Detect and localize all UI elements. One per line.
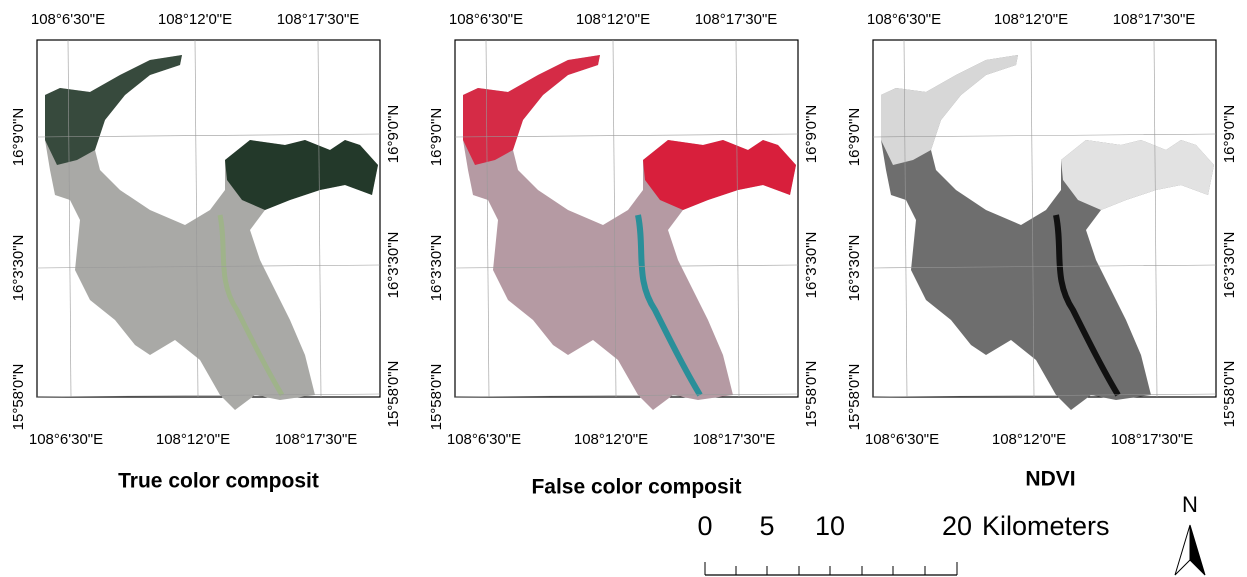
longitude-label: 108°17'30"E	[1111, 431, 1194, 448]
vegetation	[45, 55, 182, 165]
panel-title: True color composit	[118, 470, 319, 493]
latitude-label: 15°58'0"N	[1221, 361, 1238, 428]
latitude-label: 15°58'0"N	[803, 361, 820, 428]
scale-label: 0	[697, 511, 712, 541]
map-image	[36, 39, 381, 410]
longitude-label: 108°12'0"E	[576, 11, 650, 28]
latitude-label: 16°3'30"N	[385, 232, 402, 299]
latitude-label: 16°3'30"N	[10, 235, 27, 302]
river	[217, 214, 285, 397]
graticule	[872, 264, 1217, 269]
latitude-label: 15°58'0"N	[385, 361, 402, 428]
latitude-label: 16°9'0"N	[846, 108, 863, 166]
longitude-label: 108°12'0"E	[574, 431, 648, 448]
longitude-label: 108°12'0"E	[156, 431, 230, 448]
graticule	[454, 393, 799, 398]
longitude-label: 108°6'30"E	[867, 11, 941, 28]
scale-label: 5	[759, 511, 774, 541]
graticule	[194, 39, 199, 398]
panel-title: False color composit	[531, 476, 741, 499]
longitude-label: 108°17'30"E	[275, 431, 358, 448]
graticule	[454, 133, 799, 138]
graticule	[1030, 39, 1035, 398]
latitude-label: 16°3'30"N	[803, 232, 820, 299]
latitude-label: 16°9'0"N	[803, 105, 820, 163]
latitude-label: 15°58'0"N	[428, 364, 445, 431]
latitude-label: 16°9'0"N	[1221, 105, 1238, 163]
longitude-label: 108°12'0"E	[994, 11, 1068, 28]
graticule	[612, 39, 617, 398]
longitude-label: 108°12'0"E	[158, 11, 232, 28]
latitude-label: 16°3'30"N	[428, 235, 445, 302]
longitude-label: 108°6'30"E	[449, 11, 523, 28]
graticule	[454, 264, 799, 269]
scale-unit: Kilometers	[982, 511, 1110, 541]
scale-label: 20	[942, 511, 972, 541]
scale-bar: 0 5 10 20 Kilometers	[697, 511, 1110, 576]
graticule	[485, 39, 490, 398]
longitude-label: 108°17'30"E	[277, 11, 360, 28]
graticule	[872, 133, 1217, 138]
graticule	[36, 264, 381, 269]
map-panel: 108°6'30"E 108°12'0"E 108°17'30"E 108°6'30"…	[428, 11, 820, 499]
map-image	[872, 39, 1217, 410]
longitude-label: 108°17'30"E	[1113, 11, 1196, 28]
longitude-label: 108°6'30"E	[29, 431, 103, 448]
latitude-label: 16°3'30"N	[1221, 232, 1238, 299]
longitude-label: 108°6'30"E	[31, 11, 105, 28]
latitude-label: 16°9'0"N	[385, 105, 402, 163]
latitude-label: 15°58'0"N	[846, 364, 863, 431]
graticule	[317, 39, 322, 398]
longitude-label: 108°6'30"E	[865, 431, 939, 448]
graticule	[67, 39, 72, 398]
latitude-label: 16°3'30"N	[846, 235, 863, 302]
map-panel: 108°6'30"E 108°12'0"E 108°17'30"E 108°6'30"…	[846, 11, 1238, 491]
graticule	[36, 393, 381, 398]
vegetation	[463, 55, 600, 165]
graticule	[735, 39, 740, 398]
graticule	[1153, 39, 1158, 398]
latitude-label: 16°9'0"N	[10, 108, 27, 166]
latitude-label: 16°9'0"N	[428, 108, 445, 166]
longitude-label: 108°17'30"E	[693, 431, 776, 448]
longitude-label: 108°17'30"E	[695, 11, 778, 28]
longitude-label: 108°12'0"E	[992, 431, 1066, 448]
graticule	[36, 133, 381, 138]
longitude-label: 108°6'30"E	[447, 431, 521, 448]
vegetation	[1061, 140, 1214, 210]
vegetation	[225, 140, 378, 210]
panel-title: NDVI	[1025, 468, 1075, 491]
latitude-label: 15°58'0"N	[10, 364, 27, 431]
north-arrow	[1174, 524, 1206, 576]
scale-label: 10	[815, 511, 845, 541]
river	[635, 214, 703, 397]
graticule	[903, 39, 908, 398]
river	[1053, 214, 1121, 397]
vegetation	[881, 55, 1018, 165]
north-label: N	[1182, 492, 1198, 517]
vegetation	[643, 140, 796, 210]
map-panel: 108°6'30"E 108°12'0"E 108°17'30"E 108°6'30"…	[10, 11, 402, 493]
graticule	[872, 393, 1217, 398]
map-image	[454, 39, 799, 410]
